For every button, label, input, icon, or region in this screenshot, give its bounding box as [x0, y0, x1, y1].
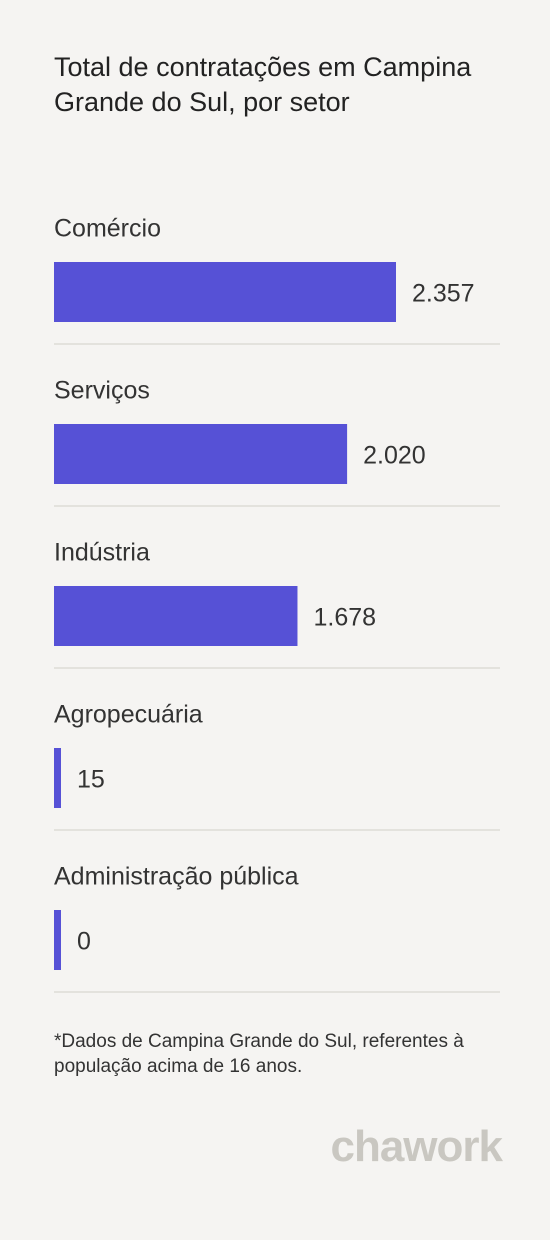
bar [54, 748, 61, 808]
value-label: 1.678 [313, 604, 376, 632]
category-label: Indústria [54, 539, 150, 567]
category-label: Administração pública [54, 863, 299, 891]
brand-logo: chawork [330, 1122, 503, 1171]
value-label: 0 [77, 928, 91, 956]
value-label: 2.020 [363, 442, 426, 470]
category-label: Comércio [54, 215, 161, 243]
category-label: Serviços [54, 377, 150, 405]
value-label: 15 [77, 766, 105, 794]
bar [54, 586, 298, 646]
chart-title: Total de contratações em Campina Grande … [54, 52, 472, 117]
bar [54, 910, 61, 970]
value-label: 2.357 [412, 280, 475, 308]
bar [54, 424, 348, 484]
footnote: *Dados de Campina Grande do Sul, referen… [54, 1031, 464, 1077]
category-label: Agropecuária [54, 701, 203, 729]
bar [54, 262, 396, 322]
